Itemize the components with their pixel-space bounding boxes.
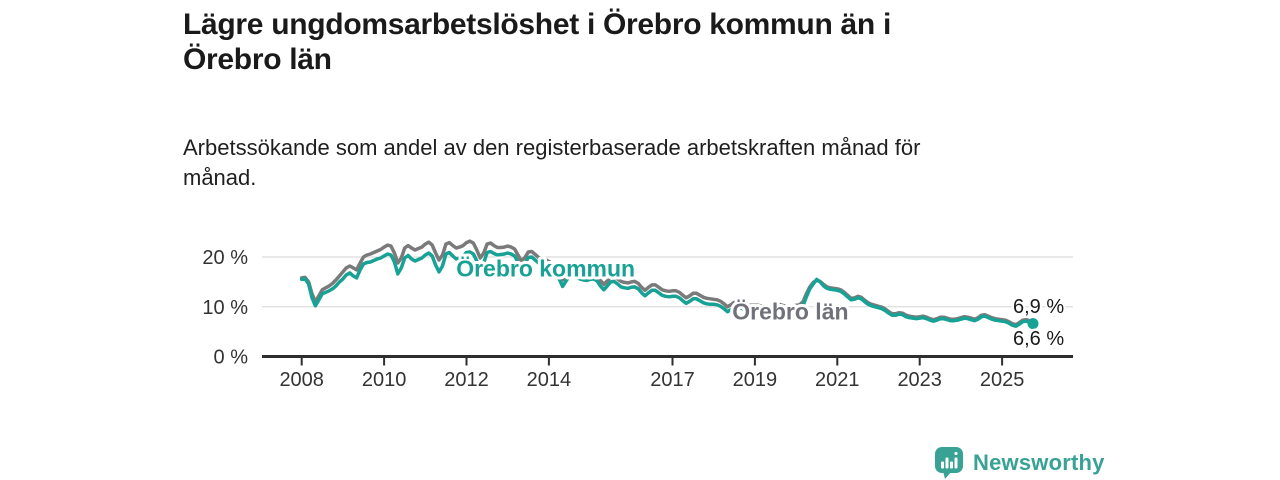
y-tick-label-0: 0 % [214, 347, 249, 369]
x-tick-label-2012: 2012 [444, 369, 489, 391]
newsworthy-logo-link[interactable]: Newsworthy [934, 446, 1105, 479]
x-tick-label-2019: 2019 [733, 369, 778, 391]
y-tick-label-20: 20 % [202, 247, 248, 269]
series-line-lan [299, 239, 1035, 327]
chart-subtitle-line-2: månad. [183, 165, 257, 190]
x-tick-label-2010: 2010 [362, 369, 407, 391]
end-dot-kommun [1027, 318, 1039, 330]
x-tick-label-2025: 2025 [980, 369, 1025, 391]
x-tick-label-2008: 2008 [279, 369, 324, 391]
page-title-line-2: Örebro län [183, 43, 332, 76]
newsworthy-logo-text: Newsworthy [973, 449, 1105, 475]
y-tick-label-10: 10 % [202, 297, 248, 319]
page-title: Lägre ungdomsarbetslöshet i Örebro kommu… [183, 7, 1043, 77]
x-tick-label-2017: 2017 [650, 369, 695, 391]
chart-subtitle-line-1: Arbetssökande som andel av den registerb… [183, 135, 921, 160]
series-label-kommun: Örebro kommun [456, 255, 635, 281]
series-line-kommun [299, 249, 1035, 328]
end-value-label-lan: 6,9 % [1013, 296, 1064, 318]
page-title-line-1: Lägre ungdomsarbetslöshet i Örebro kommu… [183, 8, 891, 41]
newsworthy-speech-bubble-bar-chart-icon [935, 447, 963, 479]
x-tick-label-2023: 2023 [897, 369, 942, 391]
end-value-label-kommun: 6,6 % [1013, 328, 1064, 350]
chart-subtitle: Arbetssökande som andel av den registerb… [183, 133, 1043, 193]
x-tick-label-2014: 2014 [527, 369, 572, 391]
series-label-lan: Örebro län [732, 299, 848, 325]
x-tick-label-2021: 2021 [815, 369, 860, 391]
